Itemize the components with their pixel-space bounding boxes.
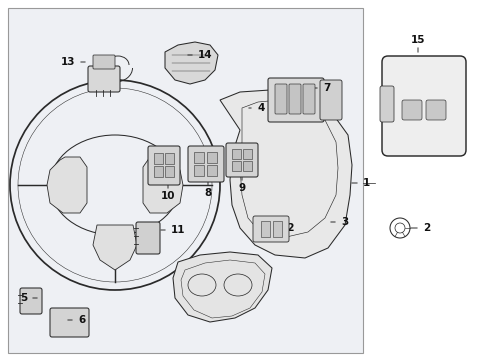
FancyBboxPatch shape <box>188 146 224 182</box>
FancyBboxPatch shape <box>154 166 163 177</box>
FancyBboxPatch shape <box>165 166 174 177</box>
Text: 9: 9 <box>239 183 245 193</box>
Polygon shape <box>47 157 87 213</box>
Polygon shape <box>143 157 183 213</box>
FancyBboxPatch shape <box>207 152 217 163</box>
FancyBboxPatch shape <box>232 161 241 171</box>
FancyBboxPatch shape <box>382 56 466 156</box>
FancyBboxPatch shape <box>148 146 180 185</box>
Polygon shape <box>165 42 218 84</box>
Text: 14: 14 <box>198 50 213 60</box>
Text: 12: 12 <box>281 223 295 233</box>
Polygon shape <box>220 90 352 258</box>
FancyBboxPatch shape <box>275 84 287 114</box>
FancyBboxPatch shape <box>207 165 217 176</box>
FancyBboxPatch shape <box>194 152 204 163</box>
FancyBboxPatch shape <box>320 80 342 120</box>
Text: 15: 15 <box>411 35 425 45</box>
FancyBboxPatch shape <box>88 66 120 92</box>
FancyBboxPatch shape <box>136 222 160 254</box>
FancyBboxPatch shape <box>289 84 301 114</box>
FancyBboxPatch shape <box>243 149 252 159</box>
FancyBboxPatch shape <box>194 165 204 176</box>
Text: 11: 11 <box>171 225 186 235</box>
Polygon shape <box>93 225 137 270</box>
FancyBboxPatch shape <box>273 221 282 237</box>
FancyBboxPatch shape <box>226 143 258 177</box>
FancyBboxPatch shape <box>253 216 289 242</box>
FancyBboxPatch shape <box>402 100 422 120</box>
Text: 10: 10 <box>161 191 175 201</box>
Text: 3: 3 <box>341 217 348 227</box>
Polygon shape <box>173 252 272 322</box>
Bar <box>8 8 363 353</box>
FancyBboxPatch shape <box>243 161 252 171</box>
Text: 4: 4 <box>257 103 265 113</box>
Text: 8: 8 <box>204 188 212 198</box>
FancyBboxPatch shape <box>303 84 315 114</box>
FancyBboxPatch shape <box>268 78 324 122</box>
Text: 13: 13 <box>60 57 75 67</box>
FancyBboxPatch shape <box>20 288 42 314</box>
FancyBboxPatch shape <box>232 149 241 159</box>
FancyBboxPatch shape <box>261 221 270 237</box>
Ellipse shape <box>50 135 180 235</box>
FancyBboxPatch shape <box>380 86 394 122</box>
FancyBboxPatch shape <box>154 153 163 164</box>
FancyBboxPatch shape <box>165 153 174 164</box>
Text: 2: 2 <box>423 223 430 233</box>
Text: 7: 7 <box>323 83 330 93</box>
FancyBboxPatch shape <box>426 100 446 120</box>
Text: 1: 1 <box>363 178 370 188</box>
FancyBboxPatch shape <box>50 308 89 337</box>
FancyBboxPatch shape <box>93 55 115 69</box>
Text: 6: 6 <box>78 315 85 325</box>
Text: 5: 5 <box>20 293 27 303</box>
